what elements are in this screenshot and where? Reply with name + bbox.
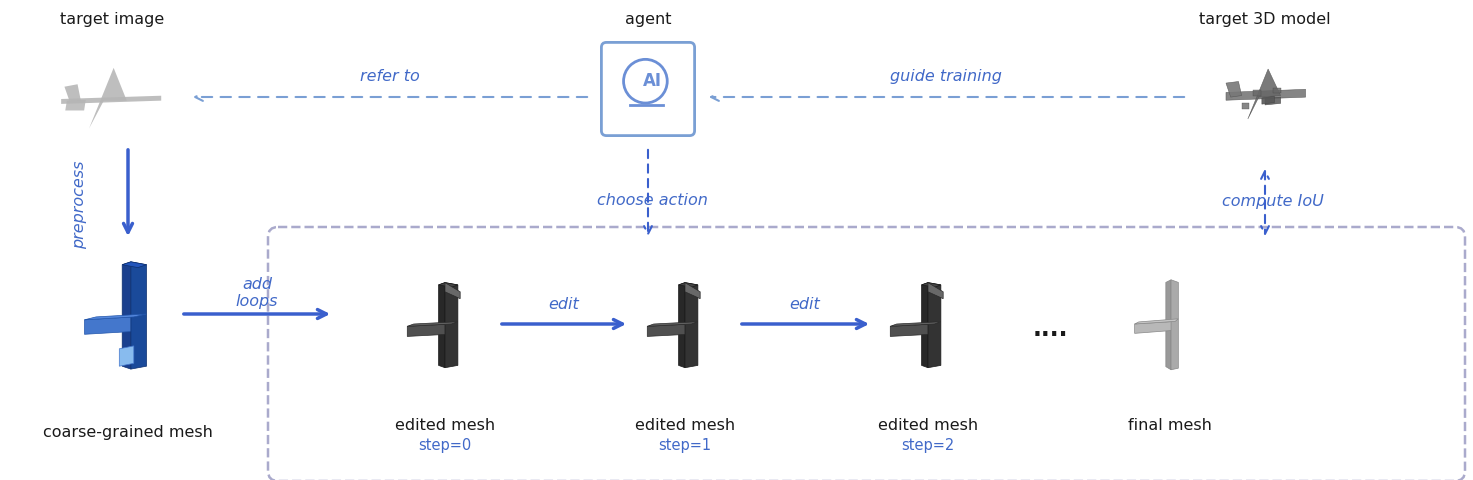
Text: coarse-grained mesh: coarse-grained mesh xyxy=(43,424,214,439)
Polygon shape xyxy=(922,283,941,288)
Polygon shape xyxy=(1273,89,1280,94)
Polygon shape xyxy=(890,322,941,326)
Polygon shape xyxy=(1248,70,1280,120)
Polygon shape xyxy=(1262,97,1274,105)
Text: choose action: choose action xyxy=(597,193,707,208)
Polygon shape xyxy=(647,322,698,326)
FancyBboxPatch shape xyxy=(601,43,695,136)
Text: edited mesh: edited mesh xyxy=(878,417,978,432)
Polygon shape xyxy=(1254,91,1261,96)
Text: refer to: refer to xyxy=(359,69,420,84)
Polygon shape xyxy=(1265,98,1280,106)
Text: edited mesh: edited mesh xyxy=(395,417,495,432)
Polygon shape xyxy=(685,283,698,368)
Polygon shape xyxy=(922,283,928,368)
Polygon shape xyxy=(647,324,691,336)
Polygon shape xyxy=(1165,280,1171,370)
Text: step=0: step=0 xyxy=(418,437,471,452)
Polygon shape xyxy=(62,96,161,105)
Text: add
loops: add loops xyxy=(236,276,278,309)
Polygon shape xyxy=(679,283,698,288)
Polygon shape xyxy=(1134,319,1178,324)
Text: final mesh: final mesh xyxy=(1128,417,1212,432)
Polygon shape xyxy=(131,262,146,369)
Text: compute IoU: compute IoU xyxy=(1223,194,1324,209)
Polygon shape xyxy=(119,346,134,366)
Text: agent: agent xyxy=(625,12,672,27)
Polygon shape xyxy=(65,85,81,101)
Polygon shape xyxy=(88,69,127,129)
Polygon shape xyxy=(679,283,685,368)
Text: edit: edit xyxy=(790,297,820,312)
Polygon shape xyxy=(1134,322,1175,334)
Text: edit: edit xyxy=(548,297,579,312)
Polygon shape xyxy=(122,262,131,369)
Polygon shape xyxy=(1226,83,1242,98)
Polygon shape xyxy=(1242,104,1249,109)
Polygon shape xyxy=(84,317,134,335)
Text: guide training: guide training xyxy=(890,69,1002,84)
Polygon shape xyxy=(439,283,458,288)
Text: ....: .... xyxy=(1033,316,1068,340)
Polygon shape xyxy=(445,283,458,368)
Polygon shape xyxy=(1226,90,1305,101)
Polygon shape xyxy=(65,101,85,111)
Text: target 3D model: target 3D model xyxy=(1199,12,1330,27)
Text: edited mesh: edited mesh xyxy=(635,417,735,432)
Polygon shape xyxy=(685,283,700,299)
Polygon shape xyxy=(445,283,460,299)
Polygon shape xyxy=(890,324,934,336)
Polygon shape xyxy=(407,324,451,336)
Text: step=1: step=1 xyxy=(658,437,711,452)
Text: step=2: step=2 xyxy=(901,437,955,452)
Polygon shape xyxy=(122,262,146,268)
Text: AI: AI xyxy=(642,72,661,89)
Polygon shape xyxy=(84,314,146,320)
Text: preprocess: preprocess xyxy=(72,160,87,249)
Polygon shape xyxy=(407,322,458,326)
Polygon shape xyxy=(439,283,445,368)
Text: target image: target image xyxy=(60,12,164,27)
Polygon shape xyxy=(928,283,941,368)
Polygon shape xyxy=(928,283,943,299)
Polygon shape xyxy=(1171,280,1178,370)
